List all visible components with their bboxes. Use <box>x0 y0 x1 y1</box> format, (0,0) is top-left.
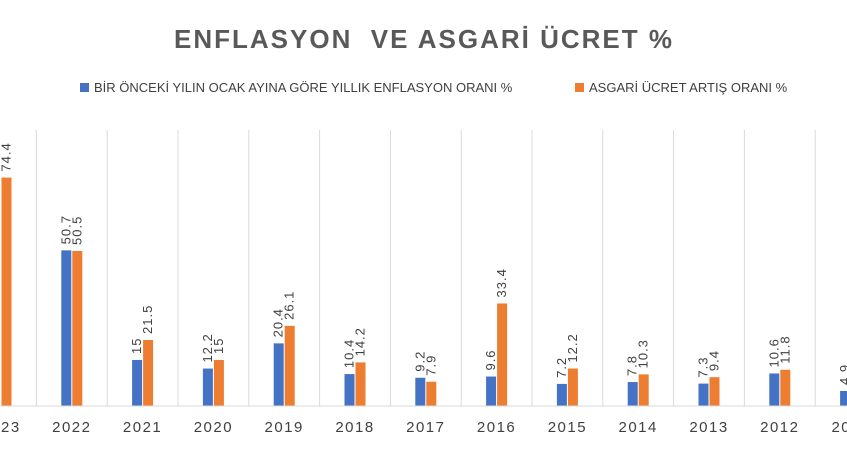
data-label-inflation: 4.9 <box>837 364 847 385</box>
bar-inflation <box>202 368 213 406</box>
bar-wage-increase <box>780 369 791 406</box>
data-label-inflation: 7.3 <box>696 357 711 378</box>
x-axis-tick-labels: 2023 2022 2021 2020 2019 2018 2017 2016 2015 2014… <box>0 419 847 436</box>
legend-label-inflation: BİR ÖNCEKİ YILIN OCAK AYINA GÖRE YILLIK … <box>94 80 513 95</box>
x-tick-label: 2015 <box>548 419 587 436</box>
bar-wage-increase <box>1 177 12 406</box>
x-tick-label: 2012 <box>760 419 799 436</box>
data-label-inflation: 12.2 <box>200 333 215 362</box>
x-tick-label: 2021 <box>123 419 162 436</box>
bar-inflation <box>486 376 497 406</box>
data-label-inflation: 50.7 <box>58 215 73 244</box>
bar-wage-increase <box>709 377 720 406</box>
bar-inflation <box>344 374 355 406</box>
legend-label-wage: ASGARİ ÜCRET ARTIŞ ORANI % <box>589 80 788 95</box>
x-tick-label: 2019 <box>265 419 304 436</box>
data-label-wage-increase: 15 <box>211 337 226 353</box>
data-label-wage-increase: 7.9 <box>423 355 438 376</box>
x-tick-label: 2016 <box>477 419 516 436</box>
bar-wage-increase <box>638 374 649 406</box>
data-label-wage-increase: 50.5 <box>69 216 84 245</box>
x-tick-label: 2013 <box>689 419 728 436</box>
data-label-inflation: 9.2 <box>412 351 427 372</box>
data-labels: 74.450.750.51521.512.21520.426.110.414.2… <box>0 142 847 385</box>
data-label-wage-increase: 9.4 <box>707 350 722 371</box>
data-label-inflation: 7.8 <box>625 355 640 376</box>
bar-wage-increase <box>355 362 366 406</box>
x-tick-label: 2022 <box>52 419 91 436</box>
legend-swatch-wage <box>575 83 584 92</box>
x-tick-label: 2020 <box>194 419 233 436</box>
data-label-wage-increase: 21.5 <box>140 305 155 334</box>
data-label-inflation: 7.2 <box>554 357 569 378</box>
bar-inflation <box>556 383 567 406</box>
x-tick-label: 2023 <box>0 419 21 436</box>
bar-wage-increase <box>426 381 437 406</box>
bar-inflation <box>132 359 143 406</box>
bar-wage-increase <box>284 325 295 406</box>
bar-inflation <box>840 390 847 406</box>
bar-inflation <box>273 343 284 406</box>
bar-wage-increase <box>72 250 83 406</box>
x-tick-label: 2018 <box>335 419 374 436</box>
data-label-wage-increase: 11.8 <box>777 335 792 363</box>
data-label-wage-increase: 74.4 <box>0 142 14 171</box>
bar-inflation <box>61 250 72 406</box>
data-label-inflation: 10.4 <box>342 339 357 368</box>
legend: BİR ÖNCEKİ YILIN OCAK AYINA GÖRE YILLIK … <box>80 80 788 95</box>
bars <box>1 177 847 406</box>
data-label-wage-increase: 26.1 <box>282 291 297 320</box>
data-label-inflation: 10.6 <box>766 338 781 367</box>
gridlines <box>35 130 816 406</box>
bar-wage-increase <box>143 339 154 406</box>
bar-wage-increase <box>497 303 508 406</box>
bar-inflation <box>627 382 638 406</box>
data-label-inflation: 20.4 <box>271 308 286 337</box>
chart-title: ENFLASYON VE ASGARİ ÜCRET % <box>174 24 674 54</box>
data-label-wage-increase: 12.2 <box>565 333 580 362</box>
bar-wage-increase <box>567 368 578 406</box>
bar-wage-increase <box>213 359 224 406</box>
legend-swatch-inflation <box>80 83 89 92</box>
data-label-wage-increase: 10.3 <box>636 339 651 368</box>
data-label-inflation: 9.6 <box>483 349 498 370</box>
x-tick-label: 2011 <box>831 419 847 436</box>
bar-inflation <box>769 373 780 406</box>
x-tick-label: 2014 <box>619 419 658 436</box>
data-label-wage-increase: 14.2 <box>353 327 368 356</box>
bar-inflation <box>415 377 426 406</box>
bar-inflation <box>698 383 709 406</box>
data-label-inflation: 15 <box>129 337 144 353</box>
x-tick-label: 2017 <box>406 419 445 436</box>
data-label-wage-increase: 33.4 <box>494 268 509 297</box>
